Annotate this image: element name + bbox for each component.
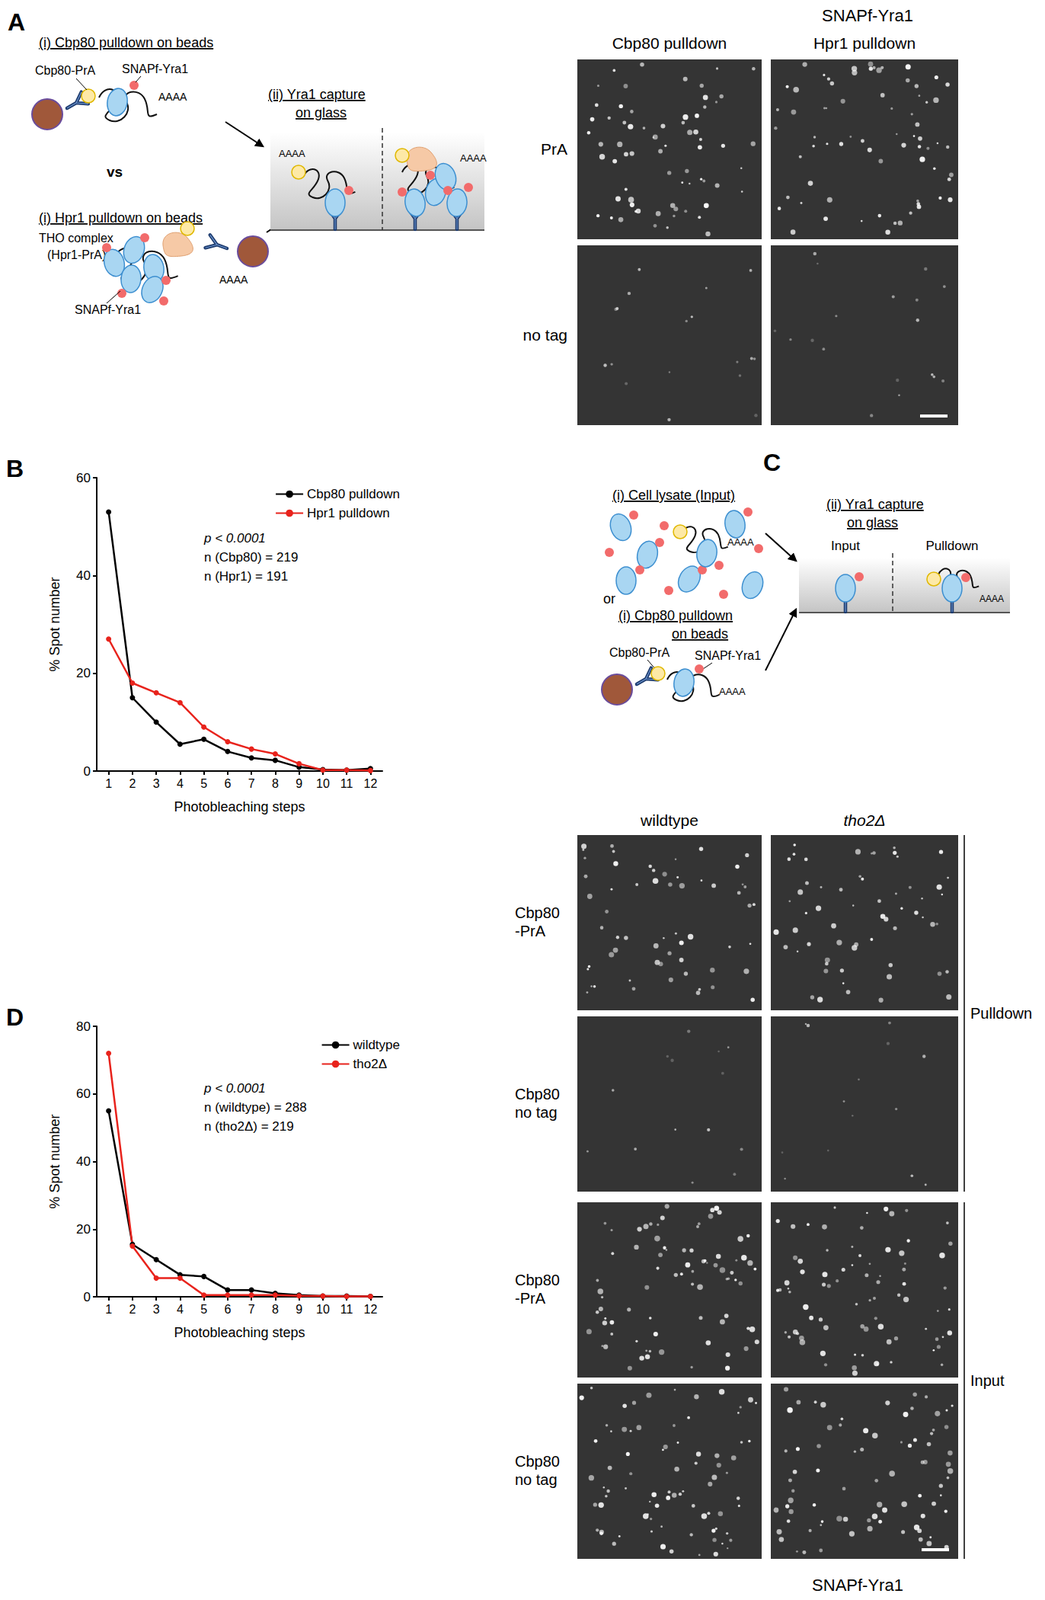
svg-text:(ii) Yra1 capture: (ii) Yra1 capture xyxy=(826,496,924,512)
svg-text:D: D xyxy=(6,1003,24,1031)
svg-text:Hpr1 pulldown: Hpr1 pulldown xyxy=(813,34,916,52)
svg-text:3: 3 xyxy=(153,776,160,790)
svg-text:12: 12 xyxy=(363,1302,378,1316)
svg-text:SNAPf-Yra1: SNAPf-Yra1 xyxy=(821,6,914,26)
svg-text:1: 1 xyxy=(105,1302,112,1316)
svg-text:wildtype: wildtype xyxy=(352,1037,400,1052)
svg-text:AAAA: AAAA xyxy=(278,147,306,160)
svg-text:n (wildtype) = 288: n (wildtype) = 288 xyxy=(204,1099,307,1115)
svg-text:PrA: PrA xyxy=(540,140,568,158)
svg-text:2: 2 xyxy=(128,1302,136,1316)
svg-text:(i) Cbp80 pulldown on beads: (i) Cbp80 pulldown on beads xyxy=(38,35,214,51)
svg-text:10: 10 xyxy=(316,1302,330,1316)
svg-text:p < 0.0001: p < 0.0001 xyxy=(203,1080,266,1096)
svg-text:4: 4 xyxy=(176,1302,184,1316)
svg-text:9: 9 xyxy=(295,1302,303,1316)
svg-text:Input: Input xyxy=(830,538,860,553)
svg-text:Cbp80-PrA: Cbp80-PrA xyxy=(35,63,96,77)
svg-text:AAAA: AAAA xyxy=(219,273,249,286)
svg-text:60: 60 xyxy=(76,470,91,486)
svg-text:Input: Input xyxy=(970,1371,1005,1389)
svg-text:SNAPf-Yra1: SNAPf-Yra1 xyxy=(694,648,761,662)
svg-text:no tag: no tag xyxy=(523,325,568,344)
svg-text:tho2Δ: tho2Δ xyxy=(843,811,886,829)
svg-text:40: 40 xyxy=(76,1153,91,1169)
svg-text:% Spot number: % Spot number xyxy=(47,576,63,672)
svg-text:5: 5 xyxy=(200,1302,208,1316)
svg-text:tho2Δ: tho2Δ xyxy=(353,1056,387,1071)
svg-text:on glass: on glass xyxy=(846,514,898,531)
svg-text:12: 12 xyxy=(363,776,378,790)
svg-text:5: 5 xyxy=(200,776,208,790)
svg-text:n (Hpr1) = 191: n (Hpr1) = 191 xyxy=(204,568,288,584)
svg-text:1: 1 xyxy=(105,776,112,790)
svg-text:AAAA: AAAA xyxy=(460,152,487,164)
svg-text:Cbp80: Cbp80 xyxy=(514,1452,560,1470)
svg-text:n (Cbp80) = 219: n (Cbp80) = 219 xyxy=(204,549,298,565)
svg-text:B: B xyxy=(6,454,24,483)
svg-text:(Hpr1-PrA): (Hpr1-PrA) xyxy=(47,248,106,262)
svg-text:Hpr1 pulldown: Hpr1 pulldown xyxy=(306,505,390,521)
svg-text:AAAA: AAAA xyxy=(727,536,755,548)
svg-text:7: 7 xyxy=(248,776,256,790)
svg-text:on glass: on glass xyxy=(295,105,347,121)
svg-text:80: 80 xyxy=(76,1019,91,1034)
svg-text:wildtype: wildtype xyxy=(639,811,699,829)
svg-text:vs: vs xyxy=(106,163,123,180)
svg-text:(i) Cell lysate (Input): (i) Cell lysate (Input) xyxy=(612,487,736,503)
svg-text:6: 6 xyxy=(223,776,231,790)
svg-text:11: 11 xyxy=(340,1302,354,1316)
svg-text:C: C xyxy=(763,448,781,477)
svg-text:10: 10 xyxy=(316,776,330,790)
svg-text:SNAPf-Yra1: SNAPf-Yra1 xyxy=(121,62,189,76)
svg-text:20: 20 xyxy=(76,1221,91,1237)
svg-text:% Spot number: % Spot number xyxy=(47,1113,63,1208)
svg-text:(i) Hpr1 pulldown on beads: (i) Hpr1 pulldown on beads xyxy=(38,210,203,226)
svg-text:40: 40 xyxy=(76,568,91,583)
svg-text:11: 11 xyxy=(340,776,354,790)
svg-text:Cbp80: Cbp80 xyxy=(514,1271,560,1288)
svg-text:no tag: no tag xyxy=(514,1103,558,1121)
svg-text:Cbp80-PrA: Cbp80-PrA xyxy=(609,645,670,659)
svg-text:Cbp80: Cbp80 xyxy=(514,904,560,921)
svg-text:no tag: no tag xyxy=(514,1470,558,1488)
svg-text:THO complex: THO complex xyxy=(38,231,114,245)
svg-text:AAAA: AAAA xyxy=(158,90,188,103)
svg-text:-PrA: -PrA xyxy=(514,922,547,940)
svg-text:20: 20 xyxy=(76,665,91,681)
svg-text:Pulldown: Pulldown xyxy=(970,1004,1033,1022)
svg-text:SNAPf-Yra1: SNAPf-Yra1 xyxy=(811,1575,904,1595)
svg-text:9: 9 xyxy=(295,776,303,790)
svg-text:on beads: on beads xyxy=(671,626,729,642)
svg-text:A: A xyxy=(7,8,26,36)
svg-text:p < 0.0001: p < 0.0001 xyxy=(203,530,266,546)
svg-text:2: 2 xyxy=(128,776,136,790)
svg-text:(ii) Yra1 capture: (ii) Yra1 capture xyxy=(268,86,366,103)
svg-text:Cbp80 pulldown: Cbp80 pulldown xyxy=(612,34,728,52)
svg-text:SNAPf-Yra1: SNAPf-Yra1 xyxy=(74,303,141,317)
svg-text:0: 0 xyxy=(83,763,91,779)
svg-text:AAAA: AAAA xyxy=(719,685,746,697)
svg-text:(i) Cbp80 pulldown: (i) Cbp80 pulldown xyxy=(618,607,733,624)
svg-text:7: 7 xyxy=(248,1302,256,1316)
svg-text:-PrA: -PrA xyxy=(514,1289,547,1307)
svg-text:0: 0 xyxy=(83,1289,91,1304)
svg-text:Pulldown: Pulldown xyxy=(926,538,979,553)
svg-text:Photobleaching steps: Photobleaching steps xyxy=(173,1324,305,1340)
svg-text:Cbp80 pulldown: Cbp80 pulldown xyxy=(306,486,400,502)
svg-text:8: 8 xyxy=(271,776,279,790)
svg-text:8: 8 xyxy=(271,1302,279,1316)
svg-text:3: 3 xyxy=(153,1302,160,1316)
svg-text:AAAA: AAAA xyxy=(979,593,1004,604)
svg-text:4: 4 xyxy=(176,776,184,790)
svg-text:n (tho2Δ) = 219: n (tho2Δ) = 219 xyxy=(204,1118,295,1134)
svg-text:or: or xyxy=(603,591,616,607)
svg-text:6: 6 xyxy=(223,1302,231,1316)
svg-text:60: 60 xyxy=(76,1086,91,1101)
svg-text:Cbp80: Cbp80 xyxy=(514,1085,560,1103)
svg-text:Photobleaching steps: Photobleaching steps xyxy=(173,798,305,815)
